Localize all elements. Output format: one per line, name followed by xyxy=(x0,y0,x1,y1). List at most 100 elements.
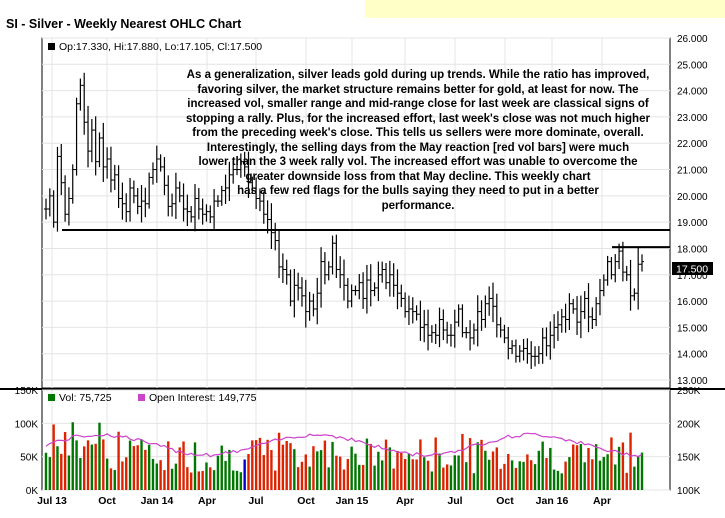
oi-tick-label: 200K xyxy=(677,419,701,430)
volume-bar xyxy=(636,456,640,490)
volume-bar xyxy=(400,452,403,490)
volume-bar xyxy=(266,439,269,490)
volume-bar xyxy=(541,441,544,490)
volume-bar xyxy=(182,441,185,490)
volume-bar xyxy=(476,442,479,490)
volume-bar xyxy=(350,446,353,490)
oi-tick-label: 250K xyxy=(677,386,701,397)
volume-bar xyxy=(610,437,613,490)
volume-bar xyxy=(617,446,621,490)
volume-bar xyxy=(319,450,323,490)
volume-bar xyxy=(388,447,392,490)
volume-bar xyxy=(430,471,434,490)
volume-bar xyxy=(556,470,560,490)
volume-bar xyxy=(86,440,90,490)
top-highlight-band xyxy=(365,0,725,18)
price-tick-label: 25.000 xyxy=(677,60,708,71)
volume-bar xyxy=(193,442,197,490)
volume-bar xyxy=(552,469,556,490)
volume-bar xyxy=(438,453,441,490)
volume-bar xyxy=(52,424,55,490)
volume-bar xyxy=(189,472,193,490)
price-tick-label: 21.000 xyxy=(677,166,708,177)
volume-tick-label: 0K xyxy=(26,486,39,497)
volume-bar xyxy=(232,470,235,490)
volume-bar xyxy=(144,449,147,490)
volume-bar xyxy=(105,458,109,490)
volume-bar xyxy=(415,459,418,490)
time-tick-label: Jul 13 xyxy=(37,495,67,507)
volume-bar xyxy=(335,455,338,490)
volume-tick-label: 150K xyxy=(15,386,39,397)
volume-bar xyxy=(445,464,449,490)
volume-bar xyxy=(90,444,94,490)
time-tick-label: Apr xyxy=(198,495,216,507)
volume-bar xyxy=(312,446,315,490)
volume-bar xyxy=(102,439,105,490)
volume-bar xyxy=(274,470,277,490)
volume-bar xyxy=(442,467,445,490)
volume-bar xyxy=(170,468,174,490)
volume-bar xyxy=(205,462,208,490)
volume-bar xyxy=(495,447,499,490)
volume-bar xyxy=(419,439,422,490)
time-tick-label: Oct xyxy=(297,495,315,507)
volume-bar xyxy=(109,468,113,490)
volume-bar xyxy=(373,465,376,490)
volume-bar xyxy=(545,457,548,490)
volume-bar xyxy=(44,452,48,490)
volume-bar xyxy=(507,453,510,490)
volume-bar xyxy=(598,460,602,490)
price-tick-label: 26.000 xyxy=(677,34,708,45)
volume-bar xyxy=(579,444,583,490)
volume-tick-label: 50K xyxy=(20,453,38,464)
volume-bar xyxy=(281,444,285,490)
volume-bar xyxy=(48,457,52,490)
volume-bar xyxy=(71,422,74,490)
volume-bar xyxy=(216,455,220,490)
volume-bar xyxy=(121,461,124,490)
time-tick-label: Jan 14 xyxy=(141,495,174,507)
volume-bar xyxy=(411,459,414,490)
price-tick-label: 24.000 xyxy=(677,87,708,98)
volume-bar xyxy=(285,440,288,490)
last-price-label: 17.500 xyxy=(676,264,708,276)
volume-bar xyxy=(480,439,483,490)
last-price-box xyxy=(672,262,713,275)
volume-bar xyxy=(327,467,330,490)
volume-bar xyxy=(503,463,506,490)
volume-bar xyxy=(209,467,212,490)
price-legend-swatch xyxy=(48,43,55,50)
volume-bar xyxy=(522,461,525,490)
volume-bar xyxy=(530,460,533,490)
volume-bar xyxy=(526,454,529,490)
volume-bar xyxy=(606,454,609,490)
volume-bar xyxy=(155,463,158,490)
price-tick-label: 22.000 xyxy=(677,139,708,150)
volume-bar xyxy=(197,471,201,490)
volume-bar xyxy=(361,464,365,490)
volume-bar xyxy=(308,466,311,490)
time-tick-label: Oct xyxy=(98,495,116,507)
volume-bar xyxy=(594,444,598,490)
volume-bar xyxy=(461,433,464,490)
price-tick-label: 15.000 xyxy=(677,323,708,334)
volume-bar xyxy=(434,437,437,490)
volume-bar xyxy=(487,459,491,490)
oi-tick-label: 150K xyxy=(677,453,701,464)
chart-title: SI - Silver - Weekly Nearest OHLC Chart xyxy=(6,17,242,31)
price-tick-label: 16.000 xyxy=(677,297,708,308)
volume-bar xyxy=(591,459,594,490)
volume-bar xyxy=(304,454,307,490)
time-tick-label: Oct xyxy=(496,495,514,507)
volume-bar xyxy=(549,447,552,490)
volume-bar xyxy=(365,438,369,490)
volume-bar xyxy=(75,440,78,490)
volume-bar xyxy=(587,448,590,490)
volume-bar xyxy=(491,451,495,490)
volume-bar xyxy=(243,459,246,490)
time-tick-label: Jul xyxy=(248,495,263,507)
volume-bar xyxy=(220,445,223,490)
volume-bar xyxy=(369,443,372,490)
